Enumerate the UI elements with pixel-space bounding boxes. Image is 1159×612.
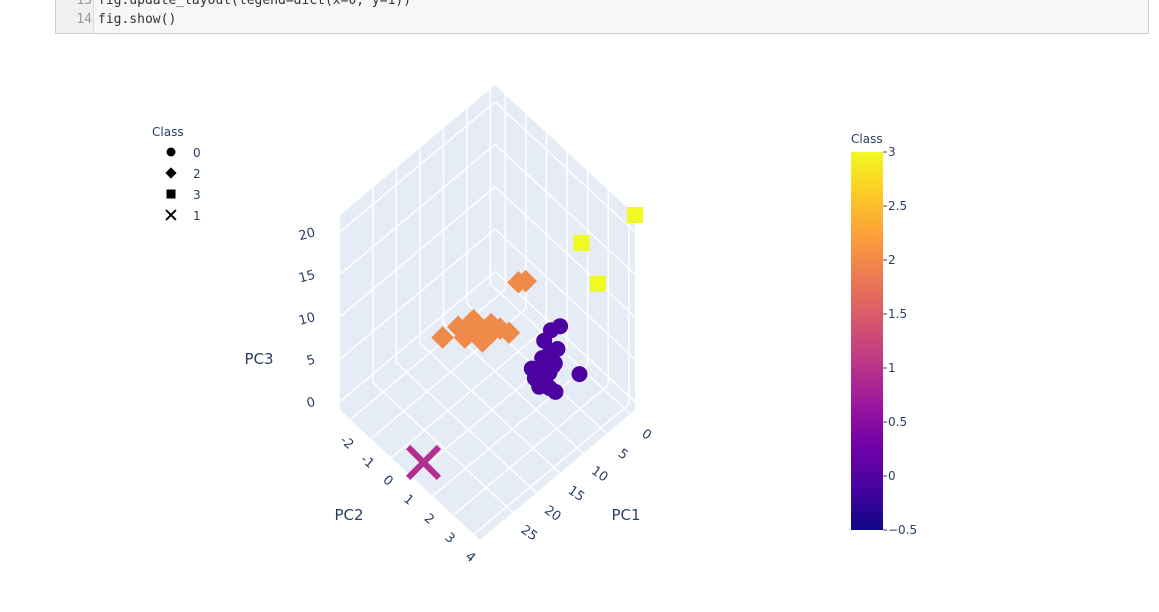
x-tick-label: 25 bbox=[518, 523, 540, 545]
grid-line bbox=[390, 327, 547, 459]
marker bbox=[547, 383, 564, 400]
colorbar-tick-label: 1 bbox=[888, 361, 896, 375]
marker bbox=[627, 207, 643, 223]
x-axis-title: PC1 bbox=[611, 506, 640, 524]
marker bbox=[462, 308, 485, 332]
gutter bbox=[56, 0, 94, 33]
wall-plane bbox=[495, 85, 635, 410]
x-tick-label: 20 bbox=[541, 503, 563, 525]
z-tick-label: 10 bbox=[297, 310, 317, 329]
colorbar-title: Class bbox=[851, 132, 883, 146]
code-cell: 13 fig.update_layout(legend=dict(x=0, y=… bbox=[55, 0, 1149, 34]
grid-line bbox=[494, 186, 636, 318]
legend-marker[interactable] bbox=[165, 209, 177, 221]
colorbar-tick-label: −0.5 bbox=[888, 523, 917, 537]
grid-line bbox=[339, 228, 496, 360]
code-line: fig.show() bbox=[98, 12, 177, 27]
y-tick-label: -1 bbox=[357, 452, 377, 472]
code-line: fig.update_layout(legend=dict(x=0, y=1)) bbox=[98, 0, 412, 8]
marker bbox=[573, 234, 590, 251]
grid-line bbox=[349, 288, 506, 421]
x-tick-label: 15 bbox=[565, 483, 587, 505]
y-tick-label: 0 bbox=[380, 473, 396, 490]
z-axis-title: PC3 bbox=[244, 350, 273, 368]
marker bbox=[470, 325, 494, 349]
colorbar-tick-label: 3 bbox=[888, 145, 896, 159]
z-tick-label: 15 bbox=[297, 268, 317, 287]
colorbar-tick-label: 2 bbox=[888, 253, 896, 267]
legend-label[interactable]: 2 bbox=[193, 167, 201, 181]
legend-marker[interactable] bbox=[166, 147, 176, 157]
legend-label[interactable]: 1 bbox=[193, 209, 201, 223]
wall-plane bbox=[340, 85, 495, 410]
marker bbox=[571, 366, 588, 383]
marker bbox=[552, 318, 569, 335]
z-tick-label: 5 bbox=[305, 353, 317, 370]
grid-line bbox=[372, 381, 514, 513]
grid-line bbox=[419, 342, 561, 474]
x-tick-label: 5 bbox=[615, 446, 630, 463]
marker bbox=[431, 326, 454, 349]
x-tick-label: 0 bbox=[639, 427, 654, 444]
legend-label[interactable]: 0 bbox=[193, 146, 201, 160]
colorbar-tick-label: 2.5 bbox=[888, 199, 907, 213]
grid-line bbox=[473, 403, 630, 535]
grid-line bbox=[395, 362, 537, 494]
y-tick-label: 1 bbox=[400, 492, 416, 509]
grid-line bbox=[339, 186, 496, 318]
line-number: 13 bbox=[76, 0, 92, 8]
grid-line bbox=[339, 270, 496, 403]
grid-line bbox=[339, 143, 496, 275]
y-tick-label: 2 bbox=[421, 511, 437, 528]
marker bbox=[405, 444, 442, 481]
marker bbox=[507, 271, 530, 294]
marker bbox=[541, 344, 558, 361]
grid-line bbox=[494, 101, 636, 233]
marker bbox=[589, 275, 606, 292]
legend-marker[interactable] bbox=[165, 167, 177, 179]
legend-title: Class bbox=[152, 125, 184, 139]
colorbar-tick-label: 0 bbox=[888, 469, 896, 483]
line-number: 14 bbox=[76, 12, 92, 27]
grid-line bbox=[494, 143, 636, 275]
colorbar-tick-label: 1.5 bbox=[888, 307, 907, 321]
colorbar bbox=[851, 152, 883, 530]
colorbar-tick-label: 0.5 bbox=[888, 415, 907, 429]
grid-line bbox=[452, 384, 609, 516]
grid-line bbox=[339, 101, 496, 233]
marker bbox=[497, 321, 521, 344]
legend-marker[interactable] bbox=[166, 189, 176, 199]
y-tick-label: 4 bbox=[462, 549, 478, 566]
legend-label[interactable]: 3 bbox=[193, 188, 201, 202]
y-axis-title: PC2 bbox=[334, 506, 363, 524]
z-tick-label: 0 bbox=[305, 395, 317, 412]
x-tick-label: 10 bbox=[588, 464, 610, 486]
y-tick-label: 3 bbox=[441, 530, 457, 547]
y-tick-label: -2 bbox=[337, 433, 357, 453]
marker bbox=[530, 364, 547, 381]
z-tick-label: 20 bbox=[297, 225, 317, 244]
grid-line bbox=[494, 228, 636, 360]
